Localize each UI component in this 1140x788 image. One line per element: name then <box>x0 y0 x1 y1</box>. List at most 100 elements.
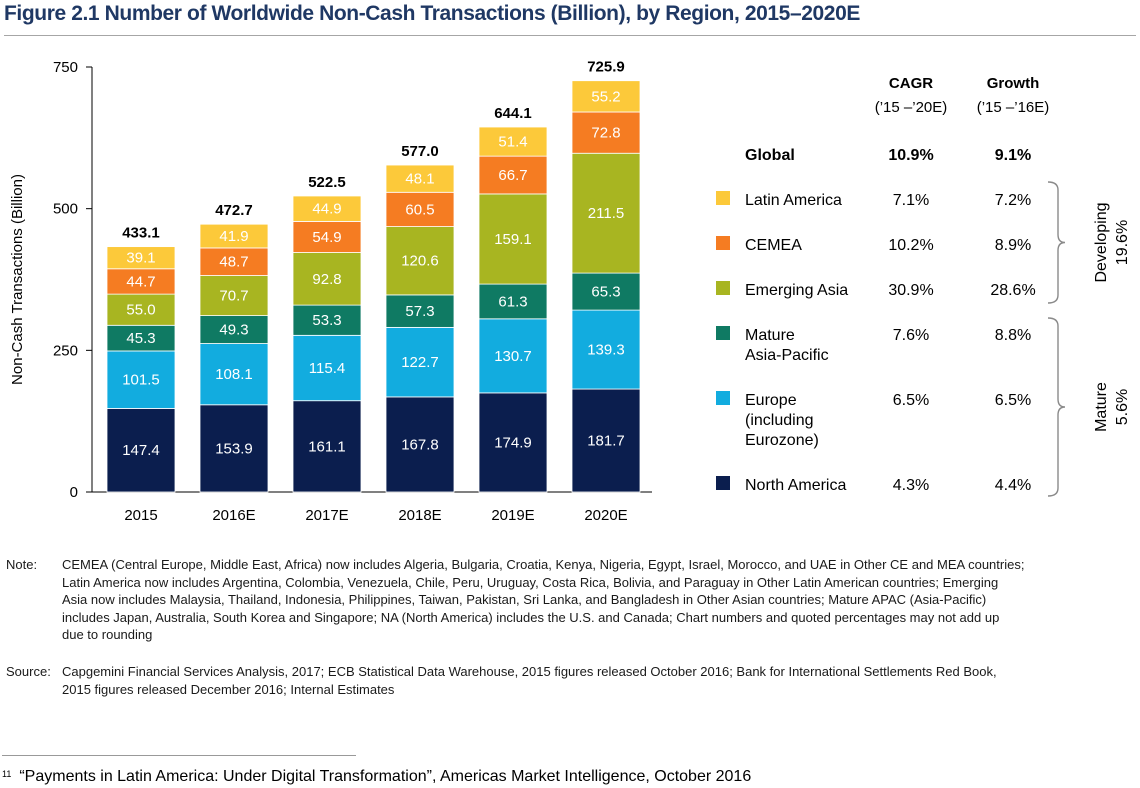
data-label: 174.9 <box>494 434 532 451</box>
group-value: 19.6% <box>1114 220 1131 265</box>
data-label: 139.3 <box>587 342 625 359</box>
y-tick-label: 750 <box>53 59 78 76</box>
legend-label: North America <box>745 477 846 494</box>
bar-segment <box>199 247 269 276</box>
bar-segment <box>571 80 641 113</box>
footnote-number: 11 <box>2 769 12 779</box>
data-label: 70.7 <box>219 288 248 305</box>
note-line: Latin America now includes Argentina, Co… <box>62 574 999 590</box>
global-growth: 9.1% <box>995 147 1031 164</box>
bar-segment <box>106 350 176 409</box>
bar-segment <box>199 223 269 249</box>
legend-swatch <box>716 281 730 295</box>
data-label: 66.7 <box>498 167 527 184</box>
total-label: 522.5 <box>308 174 346 191</box>
legend-label: Latin America <box>745 192 842 209</box>
legend-label: Eurozone) <box>745 432 819 449</box>
data-label: 159.1 <box>494 231 532 248</box>
data-label: 61.3 <box>498 293 527 310</box>
data-label: 41.9 <box>219 228 248 245</box>
data-label: 72.8 <box>591 125 620 142</box>
bar-segment <box>199 275 269 316</box>
note-label: Note: <box>6 557 38 572</box>
global-cagr: 10.9% <box>888 147 933 164</box>
bar-segment <box>385 396 455 493</box>
global-label: Global <box>745 147 795 164</box>
bar-segment <box>292 252 362 306</box>
bar-segment <box>571 152 641 274</box>
table-subheader-growth: (’15 –’16E) <box>977 99 1050 116</box>
data-label: 147.4 <box>122 442 160 459</box>
data-label: 44.7 <box>126 273 155 290</box>
row-cagr: 10.2% <box>888 237 933 254</box>
legend-label: Mature <box>745 327 795 344</box>
table-header-growth: Growth <box>987 75 1040 92</box>
source-text: Capgemini Financial Services Analysis, 2… <box>62 663 1140 698</box>
bar-segment <box>106 324 176 352</box>
note-line: includes Japan, Australia, South Korea a… <box>62 609 1000 625</box>
y-tick-label: 0 <box>70 484 78 501</box>
data-label: 57.3 <box>405 303 434 320</box>
data-label: 53.3 <box>312 312 341 329</box>
legend-label: Asia-Pacific <box>745 347 829 364</box>
row-growth: 28.6% <box>990 282 1035 299</box>
data-label: 55.0 <box>126 302 155 319</box>
data-label: 51.4 <box>498 134 527 151</box>
bar-segment <box>106 246 176 270</box>
legend-swatch <box>716 191 730 205</box>
legend-label: Emerging Asia <box>745 282 848 299</box>
x-tick-label: 2018E <box>398 507 441 524</box>
x-tick-label: 2019E <box>491 507 534 524</box>
bar-segment <box>478 318 548 394</box>
y-axis-label: Non-Cash Transactions (Billion) <box>9 174 26 385</box>
note-line: Asia now includes Malaysia, Thailand, In… <box>62 592 987 607</box>
footnote-text: “Payments in Latin America: Under Digita… <box>19 768 752 785</box>
data-label: 167.8 <box>401 436 439 453</box>
row-growth: 8.9% <box>995 237 1031 254</box>
group-name: Mature <box>1093 382 1110 432</box>
data-label: 120.6 <box>401 253 439 270</box>
data-label: 153.9 <box>215 440 253 457</box>
total-label: 472.7 <box>215 202 253 219</box>
total-label: 644.1 <box>494 105 532 122</box>
data-label: 49.3 <box>219 322 248 339</box>
bar-segment <box>385 226 455 296</box>
x-tick-label: 2017E <box>305 507 348 524</box>
data-label: 48.7 <box>219 254 248 271</box>
data-label: 108.1 <box>215 366 253 383</box>
data-label: 92.8 <box>312 271 341 288</box>
row-growth: 6.5% <box>995 392 1031 409</box>
table-header-cagr: CAGR <box>889 75 933 92</box>
bar-segment <box>292 400 362 493</box>
bar-segment <box>571 388 641 493</box>
legend-swatch <box>716 391 730 405</box>
row-cagr: 4.3% <box>893 477 929 494</box>
row-cagr: 7.6% <box>893 327 929 344</box>
data-label: 54.9 <box>312 229 341 246</box>
bar-segment <box>385 164 455 193</box>
data-label: 39.1 <box>126 250 155 267</box>
source-line: 2015 figures released December 2016; Int… <box>62 681 395 697</box>
total-label: 577.0 <box>401 143 439 160</box>
group-value: 5.6% <box>1114 389 1131 425</box>
data-label: 65.3 <box>591 284 620 301</box>
legend-swatch <box>716 326 730 340</box>
bar-segment <box>385 294 455 328</box>
data-label: 55.2 <box>591 88 620 105</box>
row-cagr: 30.9% <box>888 282 933 299</box>
stacked-bar-chart: 0 250 500 750 Non-Cash Transactions (Billion… <box>9 59 1131 524</box>
mature-bracket <box>1047 317 1066 497</box>
legend-label: CEMEA <box>745 237 802 254</box>
row-growth: 4.4% <box>995 477 1031 494</box>
legend-swatch <box>716 236 730 250</box>
x-tick-label: 2020E <box>584 507 627 524</box>
footnote: 11 “Payments in Latin America: Under Digi… <box>2 768 751 786</box>
legend-label: (including <box>745 412 813 429</box>
bar-segment <box>478 155 548 195</box>
footnote-divider <box>2 755 356 756</box>
bar-segment <box>106 408 176 493</box>
data-label: 45.3 <box>126 330 155 347</box>
y-tick-label: 500 <box>53 201 78 218</box>
total-label: 725.9 <box>587 59 625 76</box>
bar-segment <box>292 195 362 222</box>
